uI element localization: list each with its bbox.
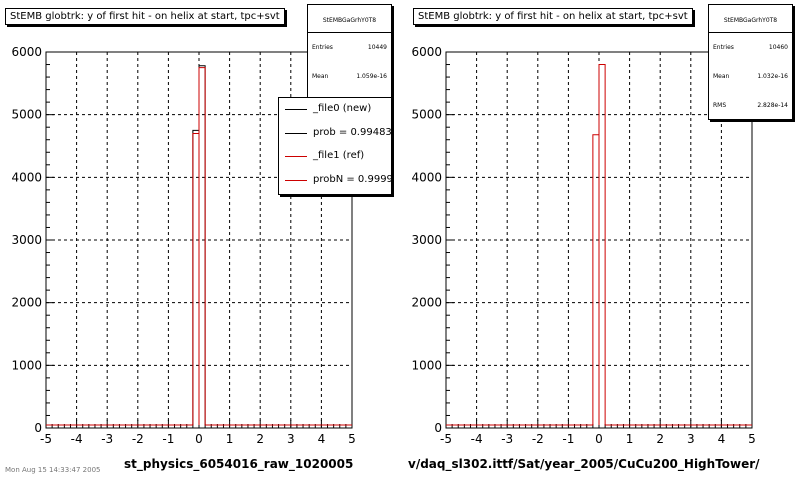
left-series-0-bin-1 [199,66,205,428]
left-legend: _file0 (new) prob = 0.994830 _file1 (ref… [278,97,392,195]
right-stats-mean-value: 1.032e-16 [757,73,788,80]
left-series-1-bin-1 [199,68,205,428]
right-y-tick-label-2: 2000 [411,296,442,310]
left-x-tick-label-4: -1 [162,432,174,446]
legend-line-prob [285,132,307,134]
right-y-tick-label-3: 3000 [411,233,442,247]
left-series-1 [46,67,352,426]
right-stats-entries-value: 10460 [768,44,788,51]
left-x-tick-label-5: 0 [195,432,203,446]
right-series-0 [446,64,752,426]
right-y-tick-label-1: 1000 [411,358,442,372]
left-y-tick-label-0: 0 [34,421,42,435]
right-stats-mean: Mean 1.032e-16 [709,62,792,91]
right-x-tick-label-1: -4 [471,432,483,446]
right-x-tick-label-3: -2 [532,432,544,446]
right-series-0-bin-1 [599,65,605,428]
right-x-tick-label-4: -1 [562,432,574,446]
legend-line-file1 [285,156,307,157]
left-stats-mean-value: 1.059e-16 [356,73,387,80]
left-stats-entries: Entries 10449 [308,33,391,62]
legend-line-file0 [285,109,307,110]
right-stats-entries: Entries 10460 [709,33,792,62]
right-series-0-bin-0 [593,135,599,428]
left-x-tick-label-3: -2 [132,432,144,446]
left-series-0-bin-0 [193,130,199,428]
left-stats-entries-label: Entries [312,44,333,51]
left-x-tick-label-6: 1 [226,432,234,446]
legend-line-probn [285,179,307,181]
right-y-tick-label-6: 6000 [411,45,442,59]
legend-entry-file0: _file0 (new) [279,98,391,122]
right-x-tick-label-10: 5 [748,432,756,446]
left-y-tick-label-4: 4000 [11,170,42,184]
right-stats-box: StEMBGaGrhY0T8 Entries 10460 Mean 1.032e… [708,4,793,120]
right-stats-mean-label: Mean [713,73,730,80]
legend-entry-prob: prob = 0.994830 [279,122,391,146]
left-y-tick-label-6: 6000 [11,45,42,59]
right-x-tick-label-5: 0 [595,432,603,446]
legend-label-prob: prob = 0.994830 [313,126,392,138]
right-stats-rms: RMS 2.828e-14 [709,91,792,120]
legend-entry-probn: probN = 0.99994 [279,169,391,193]
right-x-axis-title: v/daq_sl302.ittf/Sat/year_2005/CuCu200_H… [408,457,760,471]
left-y-tick-label-5: 5000 [11,108,42,122]
right-x-tick-label-7: 2 [656,432,664,446]
right-stats-entries-label: Entries [713,44,734,51]
right-stats-name: StEMBGaGrhY0T8 [709,5,792,33]
right-y-tick-label-5: 5000 [411,108,442,122]
right-x-tick-label-0: -5 [440,432,452,446]
left-stats-mean-label: Mean [312,73,329,80]
legend-entry-file1: _file1 (ref) [279,145,391,169]
left-x-tick-label-2: -3 [101,432,113,446]
left-x-tick-label-9: 4 [318,432,326,446]
footer-timestamp: Mon Aug 15 14:33:47 2005 [5,466,101,474]
left-stats-box: StEMBGaGrhY0T8 Entries 10449 Mean 1.059e… [307,4,392,101]
legend-label-file0: _file0 (new) [313,103,372,114]
left-x-axis-title: st_physics_6054016_raw_1020005 [124,457,354,471]
right-x-tick-label-8: 3 [687,432,695,446]
right-x-tick-label-6: 1 [626,432,634,446]
left-x-tick-label-1: -4 [71,432,83,446]
left-stats-name: StEMBGaGrhY0T8 [308,5,391,33]
right-x-tick-label-2: -3 [501,432,513,446]
left-y-tick-label-3: 3000 [11,233,42,247]
right-y-tick-label-0: 0 [434,421,442,435]
left-stats-mean: Mean 1.059e-16 [308,62,391,91]
right-chart-title: StEMB globtrk: y of first hit - on helix… [413,8,693,25]
left-stats-entries-value: 10449 [367,44,387,51]
left-y-tick-label-2: 2000 [11,296,42,310]
left-x-tick-label-7: 2 [256,432,264,446]
right-x-tick-label-9: 4 [718,432,726,446]
legend-label-file1: _file1 (ref) [313,150,365,161]
left-x-tick-label-8: 3 [287,432,295,446]
left-x-tick-label-10: 5 [348,432,356,446]
right-y-tick-label-4: 4000 [411,170,442,184]
left-x-tick-label-0: -5 [40,432,52,446]
left-panel: -5 -4 -3 -2 -1 0 1 2 3 4 5 0 1000 2000 3000 4000 5000 600… [5,4,392,471]
right-stats-rms-value: 2.828e-14 [757,102,788,109]
left-y-tick-label-1: 1000 [11,358,42,372]
legend-label-probn: probN = 0.99994 [313,173,392,185]
left-chart-title: StEMB globtrk: y of first hit - on helix… [5,8,285,25]
right-stats-rms-label: RMS [713,102,727,109]
right-panel: -5 -4 -3 -2 -1 0 1 2 3 4 5 0 1000 2000 3000 4000 5000 600… [400,0,800,480]
